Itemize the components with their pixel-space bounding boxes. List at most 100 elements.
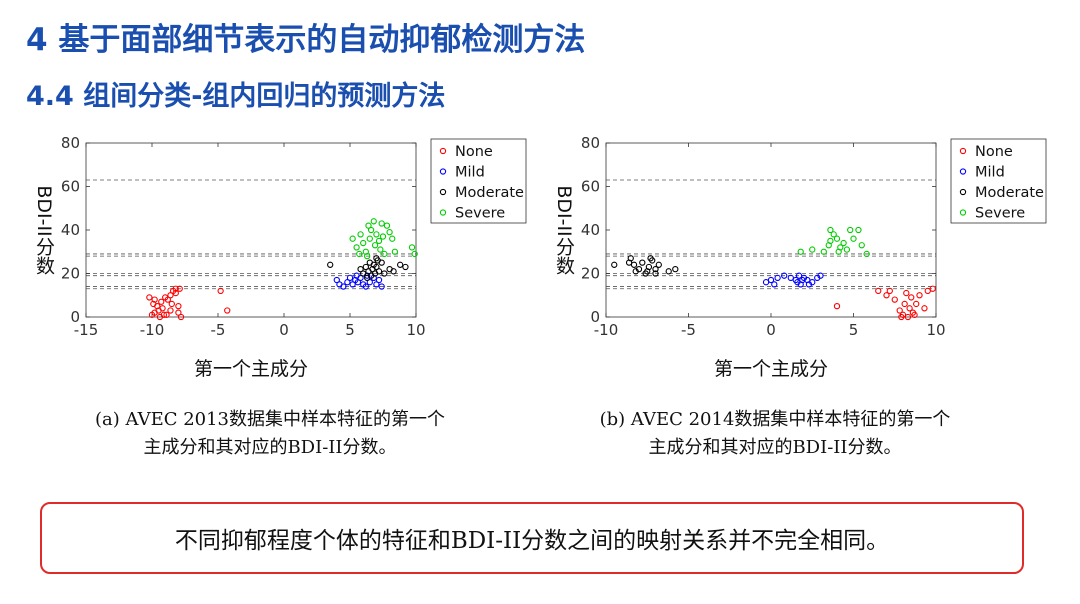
data-point	[375, 237, 383, 245]
legend-box	[950, 138, 1047, 224]
x-axis-label: 第一个主成分	[714, 358, 828, 380]
data-point	[373, 263, 380, 271]
data-point	[847, 226, 854, 234]
data-point	[833, 235, 841, 242]
data-point	[886, 287, 893, 295]
data-point	[904, 313, 912, 321]
data-point	[357, 231, 364, 238]
legend-label: None	[455, 144, 493, 160]
y-axis-label: BDI-II分数	[553, 185, 575, 274]
data-point	[381, 250, 388, 258]
x-tick-label: -10	[140, 321, 165, 339]
scatter-chart-avec2013: -15 -10 -5 0 5 10 0 20 40 60 80 第一个主成分 BDI-II分数 None M…	[33, 134, 527, 380]
data-point	[176, 285, 183, 292]
legend-label: Moderate	[975, 185, 1044, 201]
x-axis-label: 第一个主成分	[194, 358, 308, 380]
data-point	[373, 231, 380, 238]
data-point	[373, 255, 380, 262]
series-severe	[349, 218, 418, 260]
x-tick-label: 0	[766, 321, 776, 339]
data-point	[921, 305, 928, 312]
data-point	[333, 276, 340, 284]
legend-label: Moderate	[455, 185, 524, 201]
data-point	[156, 313, 164, 321]
data-point	[665, 268, 672, 275]
y-tick-label: 40	[581, 221, 600, 239]
data-point	[370, 218, 377, 225]
legend-marker	[439, 147, 447, 155]
x-tick-label: 0	[279, 321, 289, 339]
data-point	[672, 265, 679, 273]
plot-area	[606, 143, 936, 317]
data-point	[655, 261, 662, 268]
data-point	[913, 300, 920, 308]
data-point	[817, 272, 824, 279]
data-point	[167, 292, 174, 299]
data-point	[625, 259, 633, 266]
data-point	[827, 226, 834, 234]
data-point	[805, 281, 813, 288]
data-point	[929, 285, 936, 292]
data-point	[366, 235, 373, 242]
data-point	[795, 272, 803, 279]
data-point	[397, 261, 404, 268]
caption-b-line1: (b) AVEC 2014数据集中样本特征的第一个	[599, 409, 951, 430]
data-point	[642, 270, 649, 277]
y-tick-label: 40	[61, 221, 80, 239]
x-tick-label: 10	[926, 321, 945, 339]
data-point	[611, 261, 618, 268]
legend-label: None	[975, 144, 1013, 160]
data-point	[630, 261, 638, 268]
conclusion-text: 不同抑郁程度个体的特征和BDI-II分数之间的映射关系并不完全相同。	[174, 528, 890, 554]
x-tick-label: 5	[345, 321, 355, 339]
data-point	[820, 248, 827, 255]
data-point	[167, 307, 174, 314]
legend-label: Severe	[975, 206, 1025, 222]
y-tick-label: 20	[581, 265, 600, 283]
data-point	[797, 248, 804, 255]
legend-marker	[959, 168, 967, 175]
x-tick-label: -10	[594, 321, 619, 339]
data-point	[357, 265, 364, 273]
data-point	[375, 276, 383, 284]
data-point	[891, 296, 898, 303]
data-point	[858, 242, 865, 249]
data-point	[383, 222, 391, 229]
y-tick-label: 60	[581, 178, 600, 196]
data-point	[850, 235, 857, 242]
y-tick-label: 0	[590, 308, 600, 326]
data-point	[172, 285, 179, 292]
data-point	[364, 252, 371, 260]
data-point	[652, 265, 659, 273]
data-point	[639, 259, 646, 266]
data-point	[377, 246, 384, 253]
data-point	[177, 313, 185, 321]
figure-caption-b: (b) AVEC 2014数据集中样本特征的第一个 主成分和其对应的BDI-II…	[545, 406, 1005, 462]
y-tick-label: 20	[61, 265, 80, 283]
caption-a-line1: (a) AVEC 2013数据集中样本特征的第一个	[94, 409, 446, 430]
legend-marker	[959, 147, 967, 155]
data-point	[386, 229, 393, 236]
caption-a-line2: 主成分和其对应的BDI-II分数。	[143, 437, 397, 458]
data-point	[391, 248, 399, 255]
legend-label: Severe	[455, 206, 505, 222]
data-point	[356, 250, 363, 258]
data-point	[903, 289, 910, 297]
data-point	[916, 292, 923, 299]
series-none	[833, 285, 936, 321]
conclusion-box: 不同抑郁程度个体的特征和BDI-II分数之间的映射关系并不完全相同。	[40, 502, 1024, 574]
x-tick-label: -15	[74, 321, 99, 339]
data-point	[906, 305, 913, 312]
series-severe	[797, 226, 870, 258]
data-point	[647, 255, 654, 262]
slide-subtitle: 4.4 组间分类-组内回归的预测方法	[26, 81, 446, 112]
data-point	[353, 244, 360, 251]
data-point	[360, 270, 367, 277]
data-point	[172, 289, 179, 297]
data-point	[411, 250, 418, 258]
y-axis-label: BDI-II分数	[33, 185, 55, 274]
data-point	[364, 274, 371, 281]
data-point	[150, 300, 157, 308]
data-point	[787, 274, 794, 281]
x-tick-label: -5	[211, 321, 226, 339]
